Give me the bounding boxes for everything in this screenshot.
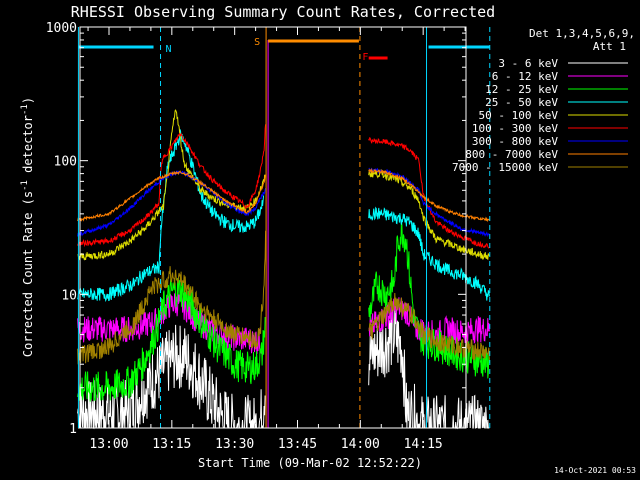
legend-entry-label: 3 - 6 keV bbox=[498, 57, 558, 70]
axes: 13:00 13:15 13:30 13:45 14:00 14:15 1 10 100 1000 bbox=[46, 21, 467, 452]
timestamp: 14-Oct-2021 00:53 bbox=[554, 466, 636, 475]
flag-label-s: S bbox=[254, 37, 260, 48]
chart-title: RHESSI Observing Summary Count Rates, Co… bbox=[71, 3, 495, 21]
y-tick-label: 1 bbox=[69, 422, 77, 437]
y-tick-label: 1000 bbox=[46, 21, 77, 36]
y-axis-label-sup1: -1 bbox=[20, 180, 30, 191]
plot-area: N S F bbox=[77, 27, 491, 430]
series-line-a bbox=[77, 324, 266, 430]
x-tick-label: 13:45 bbox=[278, 437, 317, 452]
x-tick-label: 14:00 bbox=[341, 437, 380, 452]
flag-label-f: F bbox=[362, 52, 368, 63]
x-tick-label: 13:15 bbox=[152, 437, 191, 452]
series-line-b bbox=[368, 137, 490, 249]
series-line-a bbox=[77, 291, 265, 355]
y-axis-label: Corrected Count Rate (s-1 detector-1) bbox=[20, 97, 35, 357]
series-line-b bbox=[368, 169, 490, 261]
legend-entry-label: 100 - 300 keV bbox=[472, 122, 558, 135]
x-tick-label: 13:30 bbox=[215, 437, 254, 452]
legend-entry-label: 800 - 7000 keV bbox=[465, 148, 558, 161]
series-line-a bbox=[77, 124, 267, 248]
series-line-a bbox=[77, 230, 267, 365]
x-axis-label: Start Time (09-Mar-02 12:52:22) bbox=[198, 456, 422, 470]
y-axis-label-end: ) bbox=[21, 97, 35, 104]
y-axis-label-sup2: -1 bbox=[20, 104, 30, 115]
legend-entry-label: 7000 - 15000 keV bbox=[452, 161, 558, 174]
series-line-a bbox=[77, 277, 266, 402]
series-line-b bbox=[368, 167, 490, 223]
plot-frame bbox=[79, 26, 467, 429]
series-line-b bbox=[368, 292, 490, 361]
legend-header-1: Det 1,3,4,5,6,9, bbox=[529, 27, 635, 40]
x-tick-label: 13:00 bbox=[89, 437, 128, 452]
x-tick-label: 14:15 bbox=[404, 437, 443, 452]
series-line-b bbox=[368, 206, 490, 301]
legend-entry-label: 25 - 50 keV bbox=[485, 96, 558, 109]
flag-label-n: N bbox=[166, 44, 172, 55]
y-tick-label: 10 bbox=[61, 288, 77, 303]
series-line-a bbox=[77, 170, 267, 222]
legend-header-2: Att 1 bbox=[593, 40, 626, 53]
y-axis-label-mid: detector bbox=[21, 115, 35, 180]
y-tick-label: 100 bbox=[54, 155, 77, 170]
y-axis-label-main: Corrected Count Rate (s bbox=[21, 191, 35, 357]
legend-entry-label: 300 - 800 keV bbox=[472, 135, 558, 148]
legend-entry-label: 12 - 25 keV bbox=[485, 83, 558, 96]
legend-entry-label: 6 - 12 keV bbox=[492, 70, 559, 83]
series-line-a bbox=[77, 129, 265, 303]
legend-entry-label: 50 - 100 keV bbox=[479, 109, 559, 122]
